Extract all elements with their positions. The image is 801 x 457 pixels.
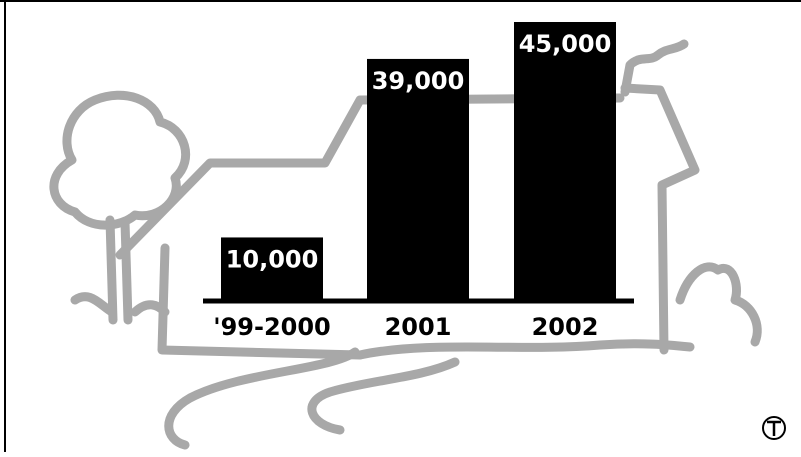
category-label-1: 2001	[385, 313, 452, 341]
house-and-tree-sketch	[49, 39, 762, 450]
category-label-group: '99-2000 2001 2002	[213, 313, 598, 341]
category-label-0: '99-2000	[213, 313, 331, 341]
bar-value-label-1: 39,000	[372, 67, 465, 95]
bar-value-label-2: 45,000	[519, 30, 612, 58]
house-roof-right	[620, 83, 700, 355]
tree-roots	[70, 292, 170, 317]
bar-0	[221, 237, 323, 299]
t-circle-logo-icon	[762, 416, 786, 440]
bush	[675, 262, 762, 347]
chimney-smoke	[620, 39, 689, 97]
bar-1	[367, 58, 469, 299]
tree-trunk	[105, 215, 133, 325]
bar-2	[514, 22, 616, 299]
bar-value-label-0: 10,000	[226, 245, 319, 273]
category-label-2: 2002	[532, 313, 599, 341]
value-label-group: 10,000 39,000 45,000	[226, 30, 612, 273]
garden-path-left	[164, 347, 360, 450]
garden-path-right	[307, 357, 460, 435]
house-wall	[157, 243, 365, 360]
tree-crown	[49, 90, 191, 230]
bar-group	[221, 22, 616, 299]
house-base	[355, 339, 695, 360]
